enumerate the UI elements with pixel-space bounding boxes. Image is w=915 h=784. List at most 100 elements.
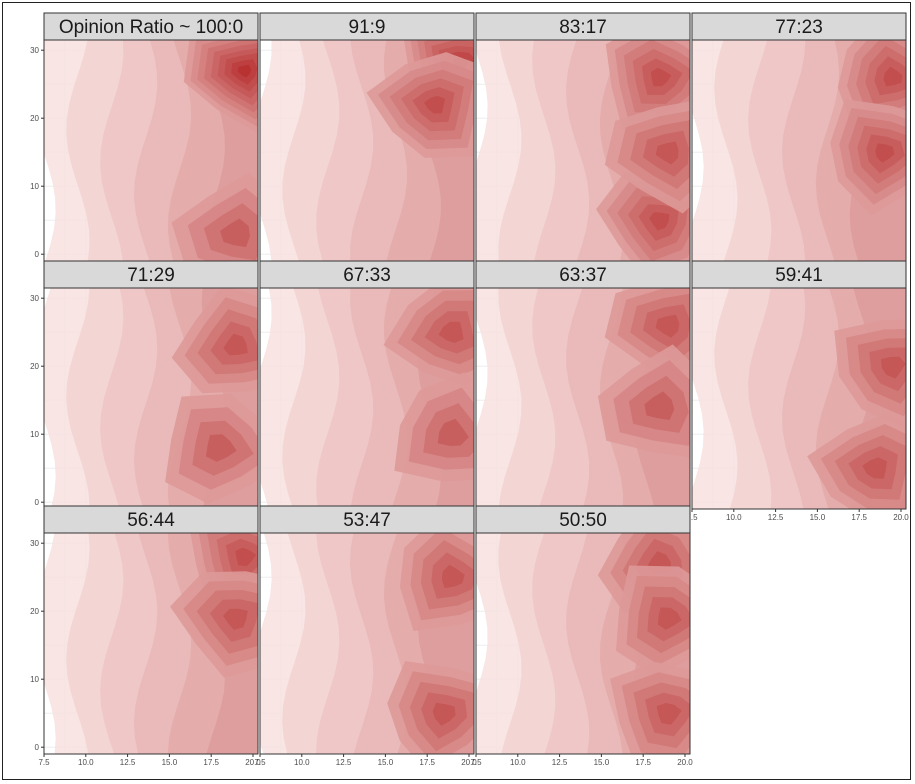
facet-panel: 50:50 7.5 10.0 12.5 15.0 17.5 20.0	[470, 505, 693, 767]
y-tick-label: 30	[30, 294, 39, 303]
facet-title: 59:41	[775, 265, 823, 286]
hotspot	[807, 413, 906, 509]
contour-level	[223, 333, 248, 356]
x-axis: 7.5 10.0 12.5 15.0 17.5 20.0	[686, 509, 909, 522]
contour-fill	[692, 288, 906, 509]
facet-title: 50:50	[559, 510, 607, 531]
facet-panel: 83:17	[475, 12, 691, 262]
contour-fill	[692, 40, 906, 261]
x-tick-label: 12.5	[768, 513, 784, 522]
contour-level	[220, 218, 250, 247]
contour-level	[657, 607, 682, 630]
y-tick-label: 10	[30, 182, 39, 191]
contour-level	[223, 608, 248, 630]
contour-level	[655, 141, 679, 165]
x-tick-label: 10.0	[726, 513, 742, 522]
hotspot	[597, 344, 690, 458]
x-tick-label: 10.0	[294, 758, 310, 767]
x-tick-label: 10.0	[78, 758, 94, 767]
facet-panel: 77:23	[691, 12, 907, 262]
hotspot	[394, 372, 474, 482]
facet-title: 56:44	[127, 510, 175, 531]
x-tick-label: 20.0	[245, 758, 261, 767]
y-tick-label: 30	[30, 46, 39, 55]
facet-strip	[691, 12, 907, 41]
x-tick-label: 7.5	[254, 758, 266, 767]
facet-title: 77:23	[775, 17, 823, 38]
contour-level	[237, 64, 252, 78]
x-tick-label: 7.5	[38, 758, 50, 767]
contour-level	[883, 66, 903, 87]
y-tick-label: 0	[35, 498, 40, 507]
hotspot	[183, 40, 258, 134]
contour-level	[441, 564, 465, 588]
x-tick-label: 15.0	[810, 513, 826, 522]
x-tick-label: 12.5	[552, 758, 568, 767]
panel-border	[259, 532, 475, 755]
x-axis: 7.5 10.0 12.5 15.0 17.5 20.0	[470, 754, 693, 767]
facet-strip	[475, 505, 691, 534]
hotspot	[605, 40, 690, 131]
panel-border	[43, 532, 259, 755]
y-tick-label: 0	[35, 743, 40, 752]
facet-panel: Opinion Ratio ~ 100:0 0 10 20 30	[30, 12, 259, 262]
contour-fill	[476, 533, 690, 754]
facet-strip	[43, 12, 259, 41]
x-tick-label: 15.0	[594, 758, 610, 767]
x-tick-label: 20.0	[893, 513, 909, 522]
facet-title: 63:37	[559, 265, 607, 286]
x-tick-label: 10.0	[510, 758, 526, 767]
x-axis: 7.5 10.0 12.5 15.0 17.5 20.0	[254, 754, 477, 767]
contour-level	[881, 356, 906, 379]
contour-level	[424, 95, 445, 114]
y-tick-label: 10	[30, 675, 39, 684]
facet-title: Opinion Ratio ~ 100:0	[59, 17, 243, 38]
hotspot	[616, 565, 690, 677]
facet-title: 53:47	[343, 510, 391, 531]
hotspot	[387, 661, 474, 754]
x-tick-label: 15.0	[162, 758, 178, 767]
x-tick-label: 7.5	[686, 513, 698, 522]
x-tick-label: 15.0	[378, 758, 394, 767]
y-tick-label: 0	[35, 250, 40, 259]
facet-panel: 53:47 7.5 10.0 12.5 15.0 17.5 20.0	[254, 505, 477, 767]
panel-border	[691, 287, 907, 510]
contour-fill	[476, 40, 690, 261]
x-tick-label: 17.5	[419, 758, 435, 767]
y-tick-label: 30	[30, 539, 39, 548]
hotspot	[400, 533, 474, 631]
x-tick-label: 20.0	[461, 758, 477, 767]
contour-level	[437, 418, 469, 446]
x-tick-label: 7.5	[470, 758, 482, 767]
y-tick-label: 20	[30, 362, 39, 371]
y-tick-label: 20	[30, 114, 39, 123]
contour-fill	[44, 533, 258, 754]
hotspot	[834, 319, 906, 429]
facet-panel: 56:44 0 10 20 30 7.5 10.0 12.5 15.0 17.5 20.0	[30, 505, 261, 767]
facet-strip	[475, 260, 691, 289]
contour-fill	[44, 288, 258, 509]
hotspot	[171, 172, 258, 261]
x-tick-label: 12.5	[120, 758, 136, 767]
hotspot	[604, 101, 690, 214]
contour-fill	[476, 288, 690, 509]
hotspot	[366, 52, 474, 158]
x-axis: 7.5 10.0 12.5 15.0 17.5 20.0	[38, 754, 261, 767]
y-axis: 0 10 20 30	[30, 46, 44, 259]
y-tick-label: 10	[30, 430, 39, 439]
facet-panel: 59:41 7.5 10.0 12.5 15.0 17.5 20.0	[686, 260, 909, 522]
hotspot	[165, 393, 258, 504]
contour-level	[432, 702, 456, 726]
facet-title: 91:9	[349, 17, 386, 38]
hotspot	[830, 99, 906, 216]
facet-panel: 71:29 0 10 20 30	[30, 260, 259, 510]
y-axis: 0 10 20 30	[30, 539, 44, 752]
facet-strip	[691, 260, 907, 289]
contour-fill	[260, 40, 474, 261]
contour-fill	[260, 533, 474, 754]
hotspot	[604, 288, 690, 387]
facet-title: 71:29	[127, 265, 175, 286]
x-tick-label: 12.5	[336, 758, 352, 767]
panel-border	[475, 532, 691, 755]
